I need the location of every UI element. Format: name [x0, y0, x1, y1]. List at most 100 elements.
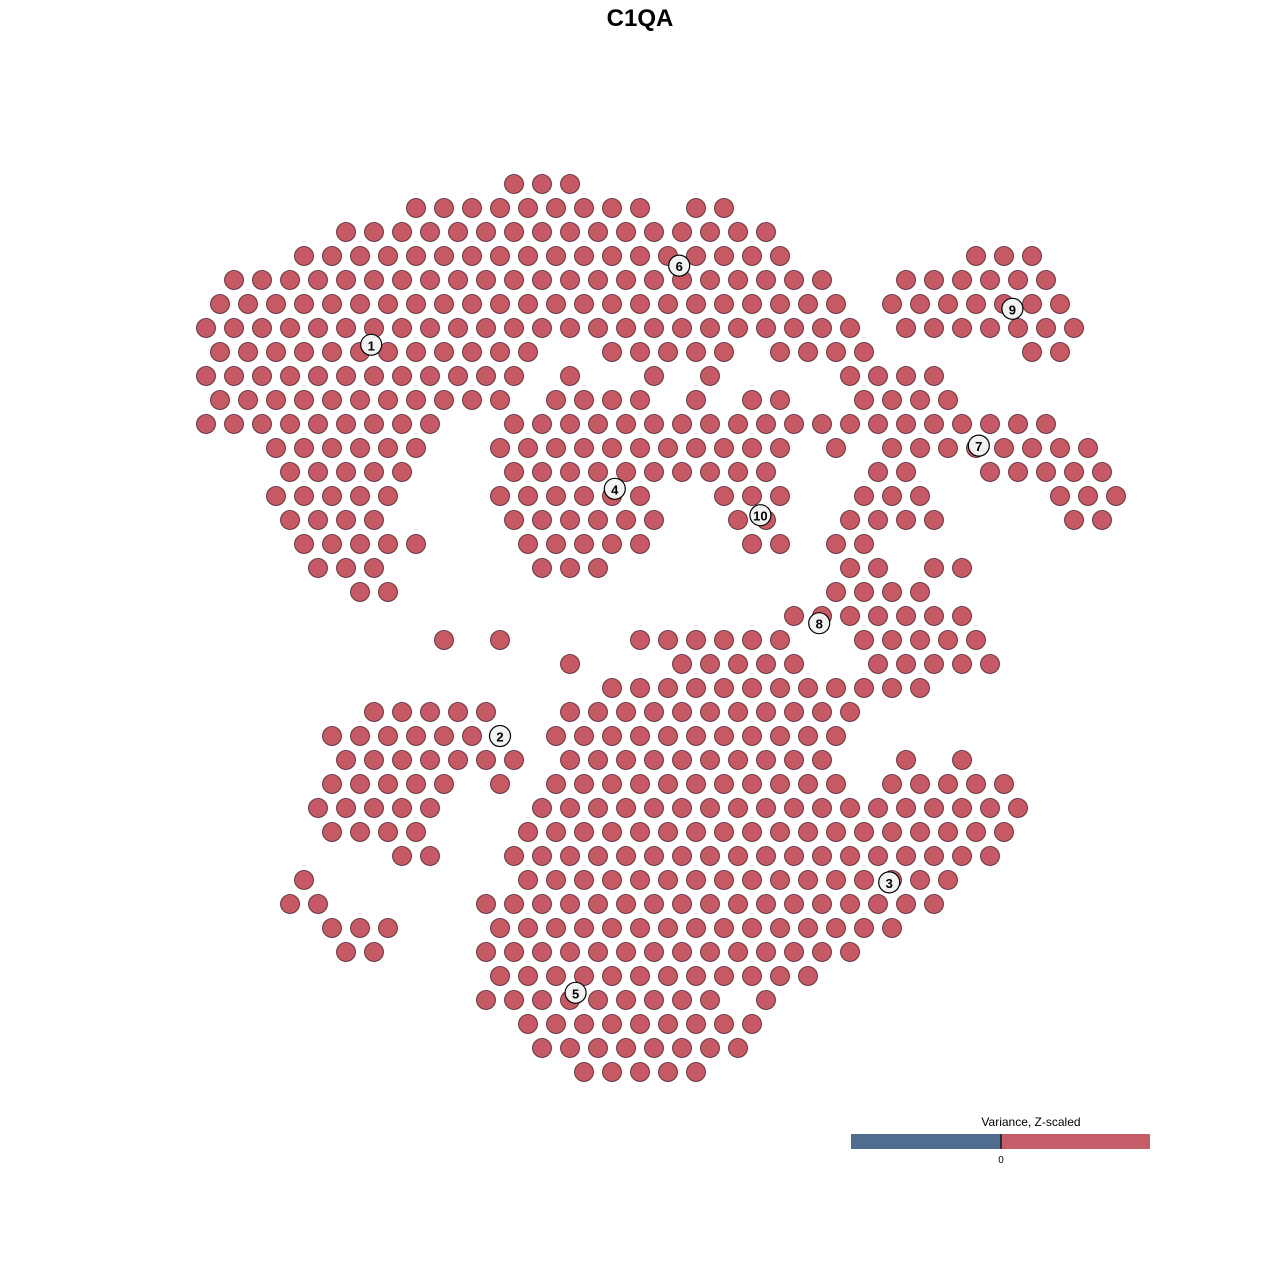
- cluster-label-text: 6: [676, 259, 683, 274]
- data-point: [868, 462, 888, 482]
- data-point: [546, 390, 566, 410]
- data-point: [882, 486, 902, 506]
- cluster-label-8: 8: [808, 612, 831, 635]
- data-point: [952, 846, 972, 866]
- data-point: [840, 606, 860, 626]
- data-point: [406, 390, 426, 410]
- data-point: [308, 414, 328, 434]
- data-point: [574, 534, 594, 554]
- data-point: [756, 798, 776, 818]
- data-point: [700, 222, 720, 242]
- data-point: [1036, 462, 1056, 482]
- data-point: [364, 222, 384, 242]
- data-point: [336, 462, 356, 482]
- data-point: [280, 270, 300, 290]
- data-point: [588, 846, 608, 866]
- data-point: [826, 342, 846, 362]
- data-point: [672, 222, 692, 242]
- data-point: [280, 894, 300, 914]
- data-point: [392, 750, 412, 770]
- data-point: [252, 366, 272, 386]
- data-point: [784, 606, 804, 626]
- data-point: [322, 246, 342, 266]
- data-point: [980, 270, 1000, 290]
- data-point: [686, 1014, 706, 1034]
- data-point: [672, 894, 692, 914]
- data-point: [392, 318, 412, 338]
- data-point: [630, 198, 650, 218]
- data-point: [602, 294, 622, 314]
- data-point: [686, 822, 706, 842]
- data-point: [448, 318, 468, 338]
- data-point: [588, 942, 608, 962]
- data-point: [546, 870, 566, 890]
- data-point: [700, 846, 720, 866]
- data-point: [378, 486, 398, 506]
- data-point: [700, 942, 720, 962]
- data-point: [714, 774, 734, 794]
- data-point: [602, 1014, 622, 1034]
- data-point: [770, 390, 790, 410]
- data-point: [714, 678, 734, 698]
- data-point: [378, 726, 398, 746]
- data-point: [588, 702, 608, 722]
- data-point: [490, 390, 510, 410]
- data-point: [336, 414, 356, 434]
- data-point: [336, 750, 356, 770]
- data-point: [364, 702, 384, 722]
- cluster-label-badge: [360, 333, 383, 356]
- data-point: [910, 294, 930, 314]
- data-point: [210, 294, 230, 314]
- data-point: [532, 1038, 552, 1058]
- data-point: [728, 270, 748, 290]
- data-point: [560, 558, 580, 578]
- data-point: [406, 822, 426, 842]
- data-point: [672, 846, 692, 866]
- data-point: [574, 966, 594, 986]
- data-point: [574, 870, 594, 890]
- data-point: [644, 798, 664, 818]
- data-point: [868, 846, 888, 866]
- data-point: [392, 414, 412, 434]
- data-point: [756, 942, 776, 962]
- data-point: [728, 750, 748, 770]
- cluster-label-text: 7: [975, 439, 982, 454]
- data-point: [658, 438, 678, 458]
- data-point: [294, 486, 314, 506]
- data-point: [756, 654, 776, 674]
- data-point: [798, 966, 818, 986]
- data-point: [812, 270, 832, 290]
- data-point: [700, 798, 720, 818]
- data-point: [322, 486, 342, 506]
- data-point: [686, 246, 706, 266]
- data-point: [770, 966, 790, 986]
- data-point: [938, 870, 958, 890]
- data-point: [280, 318, 300, 338]
- data-point: [336, 222, 356, 242]
- data-point: [350, 390, 370, 410]
- data-point: [336, 510, 356, 530]
- data-point: [490, 918, 510, 938]
- data-point: [238, 294, 258, 314]
- data-point: [574, 822, 594, 842]
- data-point: [840, 702, 860, 722]
- data-point: [378, 534, 398, 554]
- data-point: [308, 366, 328, 386]
- data-point: [252, 414, 272, 434]
- data-point: [602, 390, 622, 410]
- data-point: [1036, 414, 1056, 434]
- data-point: [742, 870, 762, 890]
- data-point: [420, 702, 440, 722]
- data-point: [266, 342, 286, 362]
- data-point: [854, 870, 874, 890]
- data-point: [364, 414, 384, 434]
- data-point: [602, 678, 622, 698]
- data-point: [728, 510, 748, 530]
- data-point: [532, 270, 552, 290]
- data-point: [322, 534, 342, 554]
- data-point: [882, 678, 902, 698]
- data-point: [350, 246, 370, 266]
- data-point: [798, 918, 818, 938]
- data-point: [476, 366, 496, 386]
